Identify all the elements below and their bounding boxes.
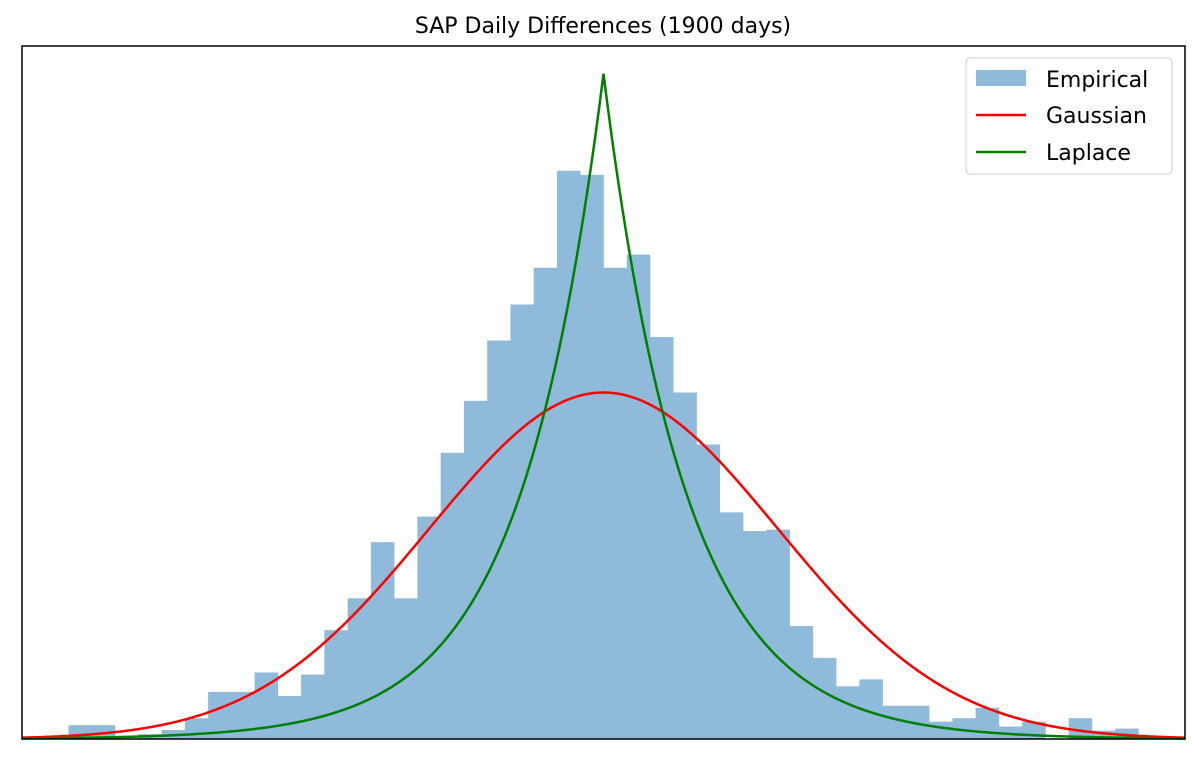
histogram-bar (208, 691, 232, 739)
legend-swatch-empirical (976, 70, 1026, 86)
histogram-bar (440, 452, 465, 739)
histogram-bar (510, 304, 535, 739)
histogram-bar (673, 392, 697, 739)
histogram-bar (743, 531, 767, 739)
histogram-bar (650, 337, 674, 739)
histogram-bar (301, 674, 325, 739)
distribution-lines (21, 73, 1186, 740)
histogram-bar (1115, 728, 1139, 739)
histogram-bars (45, 170, 1139, 740)
histogram-bar (184, 718, 209, 739)
histogram-bar (905, 705, 930, 739)
histogram-bar (952, 718, 976, 739)
histogram-bar (766, 529, 790, 739)
histogram-bar (1068, 718, 1093, 739)
histogram-bar (603, 267, 628, 739)
histogram-bar (370, 542, 395, 739)
histogram-bar (324, 630, 348, 739)
chart-title: SAP Daily Differences (1900 days) (415, 14, 791, 39)
legend-label-empirical: Empirical (1046, 68, 1148, 93)
histogram-bar (836, 686, 860, 739)
histogram-bar (882, 705, 907, 739)
series-line-gaussian (21, 391, 1186, 739)
series-line-laplace (21, 73, 1186, 740)
histogram-bar (812, 657, 837, 739)
histogram-bar (277, 696, 302, 739)
histogram-bar (1091, 730, 1116, 739)
histogram-bar (533, 267, 558, 739)
legend: Empirical Gaussian Laplace (965, 57, 1173, 175)
histogram-bar (394, 598, 418, 739)
histogram-bar (487, 340, 511, 739)
histogram-bar (556, 170, 581, 740)
histogram-bar (417, 516, 441, 739)
legend-box (965, 57, 1173, 175)
histogram-bar (929, 721, 953, 739)
plot-frame (21, 45, 1186, 740)
histogram-bar (231, 691, 255, 739)
histogram-bar (789, 626, 814, 739)
histogram-bar (998, 726, 1023, 739)
histogram-bar (463, 400, 488, 739)
legend-label-gaussian: Gaussian (1046, 104, 1147, 129)
histogram-bar (696, 444, 721, 739)
histogram-bar (719, 512, 744, 739)
histogram-bar (626, 254, 651, 739)
legend-label-laplace: Laplace (1046, 141, 1131, 166)
histogram-bar (347, 598, 372, 739)
histogram-bar (859, 679, 883, 739)
histogram-bar (580, 174, 604, 739)
